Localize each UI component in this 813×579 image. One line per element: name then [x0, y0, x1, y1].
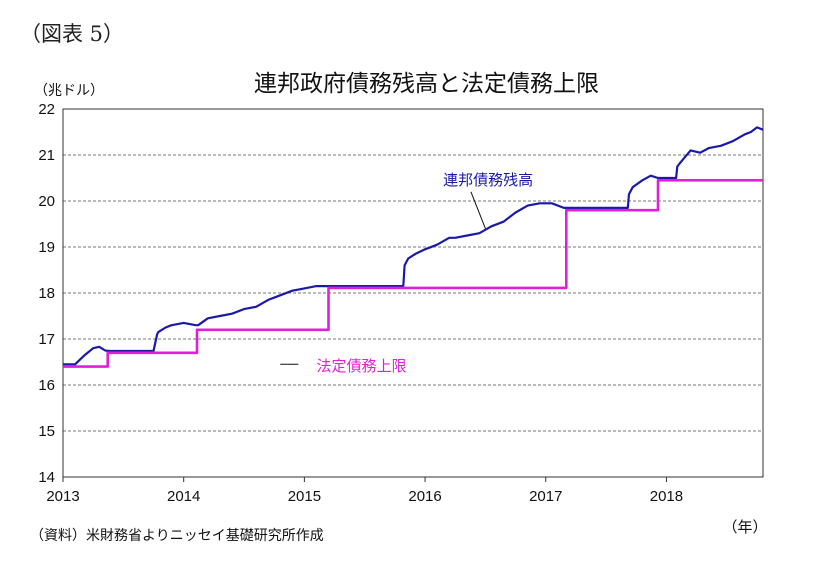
- x-tick-label-2015: 2015: [288, 488, 321, 505]
- source-note: （資料）米財務省よりニッセイ基礎研究所作成: [30, 528, 324, 544]
- y-tick-label-20: 20: [38, 193, 55, 210]
- x-tick-label-2017: 2017: [529, 488, 562, 505]
- axes: [62, 108, 764, 482]
- y-tick-label-19: 19: [38, 239, 55, 256]
- y-tick-label-15: 15: [38, 423, 55, 440]
- x-tick-label-2018: 2018: [650, 488, 683, 505]
- x-tick-label-2013: 2013: [46, 488, 79, 505]
- y-tick-label-16: 16: [38, 377, 55, 394]
- y-tick-label-17: 17: [38, 331, 55, 348]
- figure-label: （図表 5）: [20, 22, 125, 46]
- y-tick-label-18: 18: [38, 285, 55, 302]
- series-line-0: [63, 126, 764, 366]
- series-lines: [63, 126, 764, 368]
- y-axis-unit-label: （兆ドル）: [34, 83, 104, 99]
- chart-title: 連邦政府債務残高と法定債務上限: [254, 71, 599, 97]
- x-tick-label-2016: 2016: [408, 488, 441, 505]
- series-line-1: [63, 179, 763, 368]
- x-axis-unit-label: （年）: [722, 519, 767, 536]
- grid-lines: [63, 154, 763, 432]
- y-tick-label-14: 14: [38, 469, 55, 486]
- annotation-limit-label: 法定債務上限: [316, 357, 406, 375]
- y-tick-label-21: 21: [38, 147, 55, 164]
- annotation-debt-label: 連邦債務残高: [443, 171, 533, 189]
- x-tick-label-2014: 2014: [167, 488, 200, 505]
- annotation-debt-leader: [470, 191, 486, 229]
- plot-frame: [62, 108, 764, 478]
- tick-labels: 14 15 16 17 18 19 20 21 22 2013 2014 2015 2016 2017 20…: [38, 101, 683, 505]
- y-tick-label-22: 22: [38, 101, 55, 118]
